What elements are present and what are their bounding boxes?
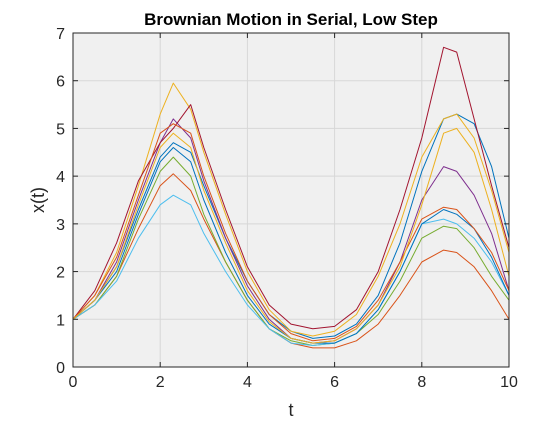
y-tick-label: 6: [56, 74, 65, 91]
y-axis-label: x(t): [28, 187, 48, 213]
y-tick-label: 7: [56, 26, 65, 43]
plot-area-border: [72, 32, 510, 368]
series-line-10: [72, 127, 510, 344]
chart-title: Brownian Motion in Serial, Low Step: [144, 10, 438, 29]
series-line-9: [72, 123, 510, 342]
y-tick-label: 2: [56, 265, 65, 282]
x-tick-label: 10: [500, 374, 518, 391]
series-group: [72, 46, 510, 349]
y-tick-label: 4: [56, 169, 65, 186]
y-tick-label: 5: [56, 121, 65, 138]
axis-ticks: [72, 32, 510, 368]
series-line-3: [72, 82, 510, 337]
x-tick-label: 4: [243, 374, 252, 391]
y-tick-label: 3: [56, 217, 65, 234]
x-axis-label: t: [288, 400, 293, 420]
y-tick-labels: 0 1 2 3 4 5 6 7: [56, 26, 65, 377]
x-tick-label: 2: [156, 374, 165, 391]
y-tick-label: 0: [56, 360, 65, 377]
x-tick-label: 6: [330, 374, 339, 391]
series-line-6: [72, 194, 510, 346]
series-line-7: [72, 46, 510, 330]
x-tick-labels: 0 2 4 6 8 10: [69, 374, 518, 391]
series-line-5: [72, 156, 510, 346]
plot-area-background: [73, 33, 509, 367]
y-tick-label: 1: [56, 312, 65, 329]
x-tick-label: 8: [417, 374, 426, 391]
x-tick-label: 0: [69, 374, 78, 391]
